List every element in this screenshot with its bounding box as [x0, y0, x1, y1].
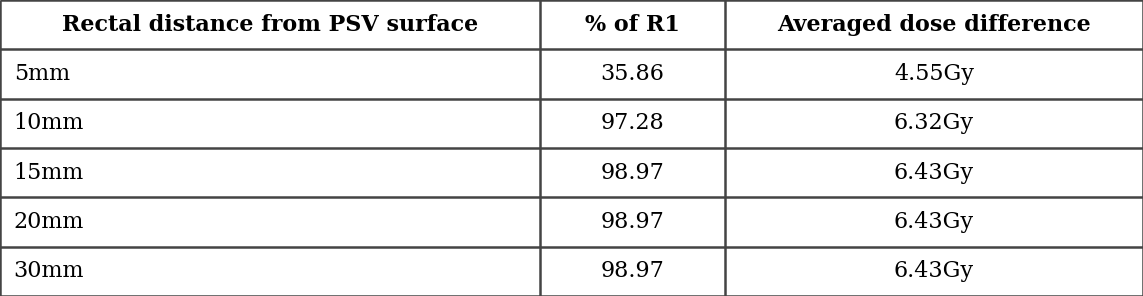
Text: 10mm: 10mm	[14, 112, 85, 134]
Text: 6.43Gy: 6.43Gy	[894, 260, 974, 282]
Text: Averaged dose difference: Averaged dose difference	[777, 14, 1090, 36]
Text: 98.97: 98.97	[600, 211, 664, 233]
Text: 4.55Gy: 4.55Gy	[894, 63, 974, 85]
Text: 35.86: 35.86	[600, 63, 664, 85]
Text: 20mm: 20mm	[14, 211, 85, 233]
Text: 30mm: 30mm	[14, 260, 85, 282]
Text: 5mm: 5mm	[14, 63, 70, 85]
Text: 6.32Gy: 6.32Gy	[894, 112, 974, 134]
Text: 98.97: 98.97	[600, 162, 664, 184]
Text: 15mm: 15mm	[14, 162, 83, 184]
Text: 6.43Gy: 6.43Gy	[894, 162, 974, 184]
Text: 97.28: 97.28	[600, 112, 664, 134]
Text: % of R1: % of R1	[585, 14, 680, 36]
Text: 6.43Gy: 6.43Gy	[894, 211, 974, 233]
Text: Rectal distance from PSV surface: Rectal distance from PSV surface	[62, 14, 478, 36]
Text: 98.97: 98.97	[600, 260, 664, 282]
